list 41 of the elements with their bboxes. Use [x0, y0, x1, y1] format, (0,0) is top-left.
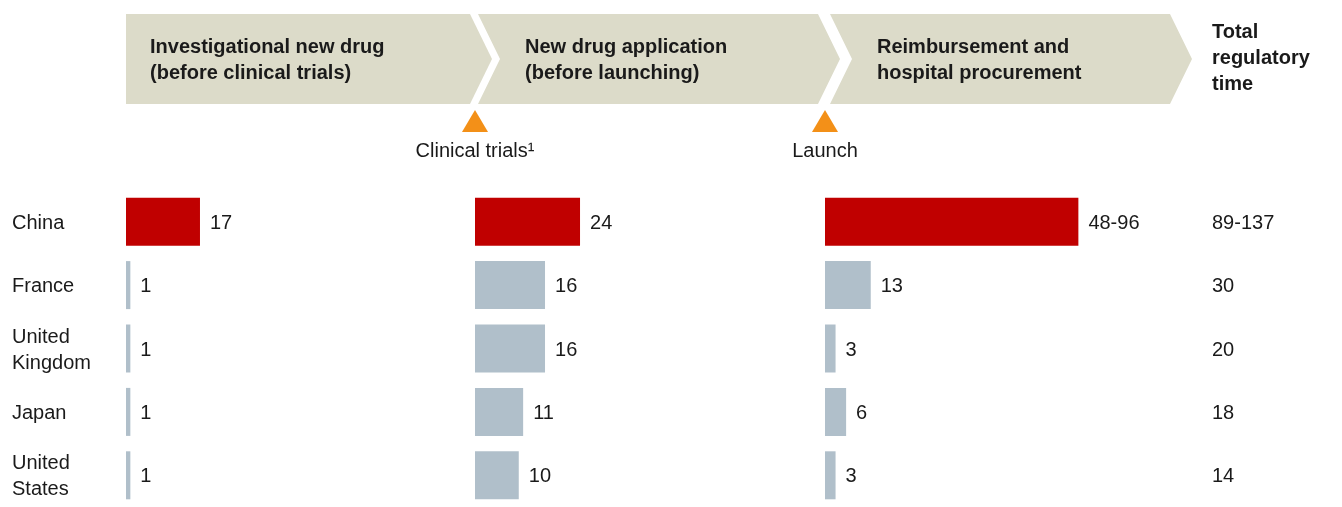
text: Investigational new drug (before clinical trials) [150, 34, 386, 85]
bar [475, 451, 519, 500]
data-label: 13 [880, 274, 903, 297]
data-label: 1 [140, 337, 152, 360]
text: 89-137 [1212, 210, 1275, 233]
data-label: 3 [845, 337, 857, 360]
bar [475, 387, 524, 436]
data-label: 1 [140, 400, 152, 423]
data-label: 1 [140, 464, 152, 487]
text: Clinical trials¹ [414, 138, 536, 162]
text: Launch [791, 138, 859, 162]
bar [825, 451, 836, 500]
bar [825, 324, 836, 373]
bar [475, 197, 581, 246]
chart-title: Reimbursement and hospital procurement [877, 34, 1083, 85]
data-label: 24 [590, 210, 613, 233]
y-tick-label: United Kingdom [12, 324, 91, 373]
data-label: 11 [533, 400, 554, 423]
text: 30 [1212, 274, 1235, 297]
text: 14 [1212, 464, 1235, 487]
data-label: 16 [555, 337, 578, 360]
bar [825, 261, 871, 310]
y-tick-label: United States [12, 451, 76, 500]
data-label: 48-96 [1088, 210, 1140, 233]
text: Total regulatory time [1212, 19, 1311, 96]
text: New drug application (before launching) [525, 34, 729, 85]
bar [475, 324, 546, 373]
bar [825, 197, 1079, 246]
data-label: 6 [856, 400, 868, 423]
text: 18 [1212, 400, 1235, 423]
y-tick-label: Japan [12, 400, 67, 423]
bar [475, 261, 546, 310]
y-tick-label: France [12, 274, 75, 297]
data-label: 16 [555, 274, 578, 297]
y-tick-label: China [12, 210, 66, 233]
data-label: 10 [528, 464, 552, 487]
data-label: 1 [140, 274, 152, 297]
data-label: 3 [845, 464, 857, 487]
text: 20 [1212, 337, 1235, 360]
bar [825, 387, 847, 436]
data-label: 17 [209, 210, 233, 233]
